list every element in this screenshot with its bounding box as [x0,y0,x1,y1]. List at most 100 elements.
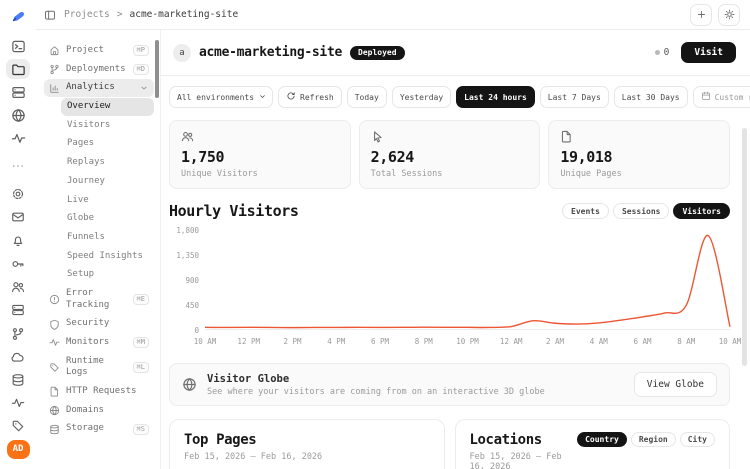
sidebar-item-storage[interactable]: Storage ⌘S [44,420,154,438]
database-icon [12,374,24,386]
breadcrumb-projects[interactable]: Projects [64,9,110,20]
y-axis-labels: 0 450 900 1,350 1,800 [169,226,199,335]
mail-icon [12,213,24,222]
x-axis-labels: 10 AM 12 PM 2 PM 4 PM 6 PM 8 PM 10 PM 12 AM 2 AM… [194,334,742,346]
rail-users-icon[interactable] [6,277,30,297]
locations-tab-label: City [687,435,707,444]
sidebar-item-label: Runtime Logs [66,355,104,378]
content-scrollbar[interactable] [742,128,747,366]
x-tick-label: 12 PM [237,337,261,346]
terminal-icon [11,40,25,52]
range-yesterday-button[interactable]: Yesterday [391,86,452,108]
add-button[interactable] [690,3,712,26]
branch-icon [50,64,59,75]
rail-key-icon[interactable] [6,254,30,274]
rows-icon [12,305,24,316]
stat-card-unique-pages: 19,018 Unique Pages [548,120,731,189]
range-last-7-days-button[interactable]: Last 7 Days [539,86,609,108]
rail-branch-icon[interactable] [6,323,30,343]
sidebar-item-replays[interactable]: Replays [61,154,154,172]
chart-tab-visitors[interactable]: Visitors [673,203,730,219]
range-label: Today [354,92,379,102]
sidebar-item-visitors[interactable]: Visitors [61,117,154,135]
sidebar-item-http-requests[interactable]: HTTP Requests [44,383,154,401]
stat-label: Unique Visitors [181,169,258,179]
rail-activity-icon[interactable] [6,393,30,413]
rail-tag-icon[interactable] [6,416,30,436]
range-today-button[interactable]: Today [346,86,387,108]
rail-pulse-icon[interactable] [6,129,30,149]
app-logo[interactable] [10,8,26,24]
rail-mail-icon[interactable] [6,207,30,227]
sidebar-item-journey[interactable]: Journey [61,173,154,191]
rail-terminal-icon[interactable] [6,36,30,56]
chart-tab-label: Events [571,206,600,216]
sidebar-item-error-tracking[interactable]: Error Tracking ⌘E [44,285,154,314]
sidebar-item-security[interactable]: Security [44,315,154,333]
environment-select-value: All environments [177,92,255,102]
locations-tab-country[interactable]: Country [577,432,627,447]
sidebar-item-speed-insights[interactable]: Speed Insights [61,248,154,266]
sidebar-item-live[interactable]: Live [61,192,154,210]
rail-server-icon[interactable] [6,82,30,102]
locations-header-text: Locations Feb 15, 2026 – Feb 16, 2026 [470,432,578,469]
sidebar-subitem-label: Replays [67,157,105,168]
rail-gear-icon[interactable] [6,184,30,204]
chevron-down-icon [141,86,147,90]
status-dot-icon [654,50,660,55]
rail-rows-icon[interactable] [6,300,30,320]
project-avatar: a [173,43,191,62]
sidebar-item-project[interactable]: Project ⌘P [44,42,154,60]
sidebar-item-monitors[interactable]: Monitors ⌘M [44,334,154,352]
locations-title: Locations [469,432,543,448]
error-count: 0 [663,47,670,58]
status-badge: Deployed [350,45,405,60]
globe-icon [11,109,25,122]
sidebar-item-analytics[interactable]: Analytics [44,79,154,98]
sidebar-item-globe[interactable]: Globe [61,210,154,228]
globe-icon [183,378,196,391]
locations-header: Locations Feb 15, 2026 – Feb 16, 2026 Co… [470,432,715,469]
sidebar-item-funnels[interactable]: Funnels [61,229,154,247]
chart-tab-sessions[interactable]: Sessions [612,203,670,219]
sidebar-item-overview[interactable]: Overview [61,98,154,116]
x-tick-label: 10 AM [193,337,217,346]
sidebar-scrollbar[interactable] [155,40,159,98]
calendar-icon [701,91,711,103]
rail-cloud-icon[interactable] [6,347,30,367]
rail-globe-icon[interactable] [6,106,30,126]
range-label: Last 24 hours [464,92,527,102]
view-globe-button[interactable]: View Globe [633,372,717,397]
range-last-24-hours-button[interactable]: Last 24 hours [456,86,535,108]
user-avatar[interactable]: AD [6,439,30,459]
visit-button[interactable]: Visit [681,42,736,63]
sidebar-item-deployments[interactable]: Deployments ⌘D [44,61,154,79]
locations-tab-region[interactable]: Region [630,432,676,447]
pen-logo-icon [12,11,25,22]
locations-tab-city[interactable]: City [679,432,715,447]
range-last-30-days-button[interactable]: Last 30 Days [613,86,688,108]
rail-folder-icon[interactable] [6,59,30,80]
rail-database-icon[interactable] [6,370,30,390]
sun-icon [724,9,734,20]
y-tick-label: 1,350 [176,251,199,260]
chart-tab-events[interactable]: Events [562,203,609,219]
sidebar-item-domains[interactable]: Domains [44,402,154,420]
bell-icon [13,236,23,246]
rail-overflow-dots-icon[interactable] [11,159,25,173]
sidebar-subitem-label: Overview [67,101,111,112]
sidebar-item-runtime-logs[interactable]: Runtime Logs ⌘L [44,353,154,382]
sidebar-item-pages[interactable]: Pages [61,135,154,153]
error-indicator[interactable]: 0 [654,47,670,58]
custom-range-button[interactable]: Custom range [692,86,750,108]
breadcrumb-current[interactable]: acme-marketing-site [129,9,239,20]
locations-tab-label: Country [585,435,619,444]
environment-select[interactable]: All environments [169,86,273,108]
sidebar-item-setup[interactable]: Setup [61,266,154,284]
refresh-button[interactable]: Refresh [278,86,342,108]
theme-toggle-button[interactable] [718,3,740,26]
rail-bell-icon[interactable] [6,231,30,251]
sidebar-toggle-icon[interactable] [44,9,56,21]
chart-tab-label: Visitors [682,206,721,216]
locations-tabs: Country Region City [577,432,715,447]
